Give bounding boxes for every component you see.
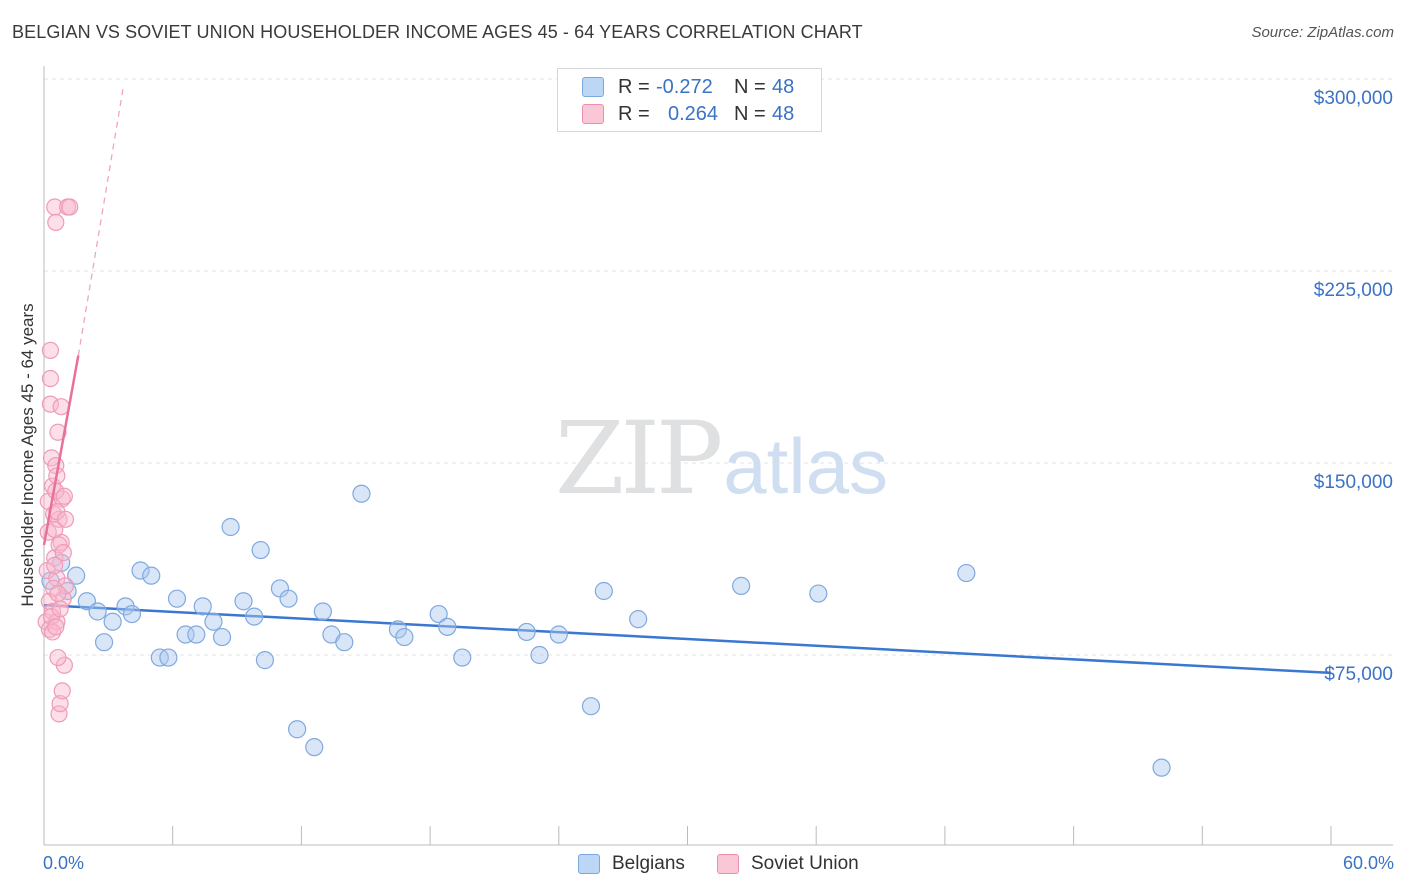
x-tick-max: 60.0%	[1342, 853, 1394, 873]
belgians-point	[176, 625, 195, 644]
soviet-union-legend-label: Soviet Union	[751, 853, 859, 874]
belgians-point	[288, 720, 307, 739]
soviet-union-point	[49, 648, 67, 667]
belgians-point	[212, 627, 232, 647]
belgians-point	[103, 612, 122, 631]
belgians-legend-label: Belgians	[612, 853, 685, 874]
n-value-soviet-union: 48	[772, 102, 795, 125]
r-label: R =	[618, 75, 650, 98]
y-axis-label: Householder Income Ages 45 - 64 years	[18, 303, 37, 607]
n-label: N =	[734, 102, 766, 125]
belgians-point	[549, 625, 568, 644]
soviet-union-point	[47, 213, 65, 231]
soviet-union-point	[41, 369, 60, 388]
belgians-point	[204, 612, 223, 631]
belgians-point	[255, 651, 275, 670]
belgians-point	[122, 604, 142, 624]
legend-row-soviet-union: R = 0.264 N = 48	[582, 102, 794, 126]
soviet-union-trend-extension	[77, 86, 125, 356]
r-value-belgians: -0.272	[656, 75, 713, 98]
belgians-point	[313, 602, 332, 621]
soviet-union-point	[41, 341, 60, 359]
bottom-legend-soviet-union: Soviet Union	[717, 852, 859, 876]
belgians-point	[221, 517, 240, 537]
soviet-union-point	[47, 618, 65, 636]
belgians-point	[251, 540, 270, 560]
belgians-point	[187, 625, 206, 644]
belgians-point	[245, 607, 264, 626]
r-value-soviet-union: 0.264	[668, 102, 719, 125]
soviet-union-legend-swatch	[717, 854, 739, 874]
y-tick-label: $150,000	[1314, 472, 1393, 493]
belgians-point	[629, 610, 648, 629]
legend-row-belgians: R = -0.272 N = 48	[582, 75, 794, 99]
belgians-swatch	[582, 77, 604, 97]
belgians-point	[1152, 758, 1171, 777]
soviet-union-point	[51, 695, 69, 713]
belgians-point	[581, 697, 601, 716]
belgians-point	[809, 584, 828, 603]
belgians-point	[131, 561, 150, 580]
belgians-point	[335, 633, 354, 652]
bottom-legend-belgians: Belgians	[578, 852, 685, 876]
soviet-union-point	[51, 600, 69, 618]
belgians-point	[94, 633, 114, 652]
belgians-point	[234, 592, 253, 611]
soviet-union-point	[54, 543, 72, 562]
belgians-point	[594, 581, 613, 601]
soviet-union-point	[49, 423, 67, 441]
belgians-legend-swatch	[578, 854, 600, 874]
n-value-belgians: 48	[772, 75, 795, 98]
belgians-point	[142, 566, 161, 585]
belgians-point	[530, 645, 549, 665]
soviet-union-point	[56, 510, 75, 528]
soviet-union-point	[46, 520, 64, 539]
belgians-point	[517, 622, 536, 642]
gridlines	[44, 78, 1393, 656]
soviet-union-point	[55, 487, 73, 505]
soviet-union-point	[61, 198, 79, 216]
belgians-point	[193, 597, 212, 616]
soviet-union-trend-line	[42, 355, 80, 546]
belgians-point	[167, 589, 187, 608]
correlation-legend: R = -0.272 N = 48 R = 0.264 N = 48	[557, 68, 822, 132]
belgians-trend-line	[43, 603, 1332, 675]
belgians-point	[159, 648, 178, 667]
belgians-point	[305, 738, 324, 757]
belgians-point	[732, 576, 751, 595]
belgians-point	[395, 627, 414, 647]
belgians-point	[438, 617, 457, 636]
watermark: ZIPatlas	[555, 400, 889, 517]
y-tick-label: $225,000	[1314, 280, 1393, 301]
soviet-union-point	[43, 623, 62, 641]
x-tick-min: 0.0%	[43, 853, 85, 873]
soviet-union-point	[41, 395, 60, 413]
source-attribution: Source: ZipAtlas.com	[1251, 24, 1394, 41]
trend-lines	[43, 86, 1332, 675]
y-tick-label: $75,000	[1324, 664, 1393, 685]
belgians-point	[429, 604, 448, 624]
belgians-point	[279, 589, 298, 608]
soviet-union-swatch	[582, 104, 604, 124]
soviet-union-point	[49, 584, 67, 603]
r-label: R =	[618, 102, 650, 125]
soviet-union-point	[53, 682, 71, 700]
belgians-point	[88, 602, 107, 621]
belgians-point	[957, 563, 976, 583]
belgians-point	[453, 648, 472, 667]
belgians-point	[352, 484, 371, 503]
belgians-point	[67, 566, 86, 585]
soviet-union-point	[46, 556, 64, 575]
y-tick-labels: $75,000 $150,000 $225,000 $300,000	[1314, 88, 1393, 685]
n-label: N =	[734, 75, 766, 98]
y-tick-label: $300,000	[1314, 88, 1393, 109]
belgians-points	[41, 484, 1171, 777]
soviet-union-points	[37, 198, 80, 723]
chart-title: BELGIAN VS SOVIET UNION HOUSEHOLDER INCO…	[12, 22, 863, 42]
